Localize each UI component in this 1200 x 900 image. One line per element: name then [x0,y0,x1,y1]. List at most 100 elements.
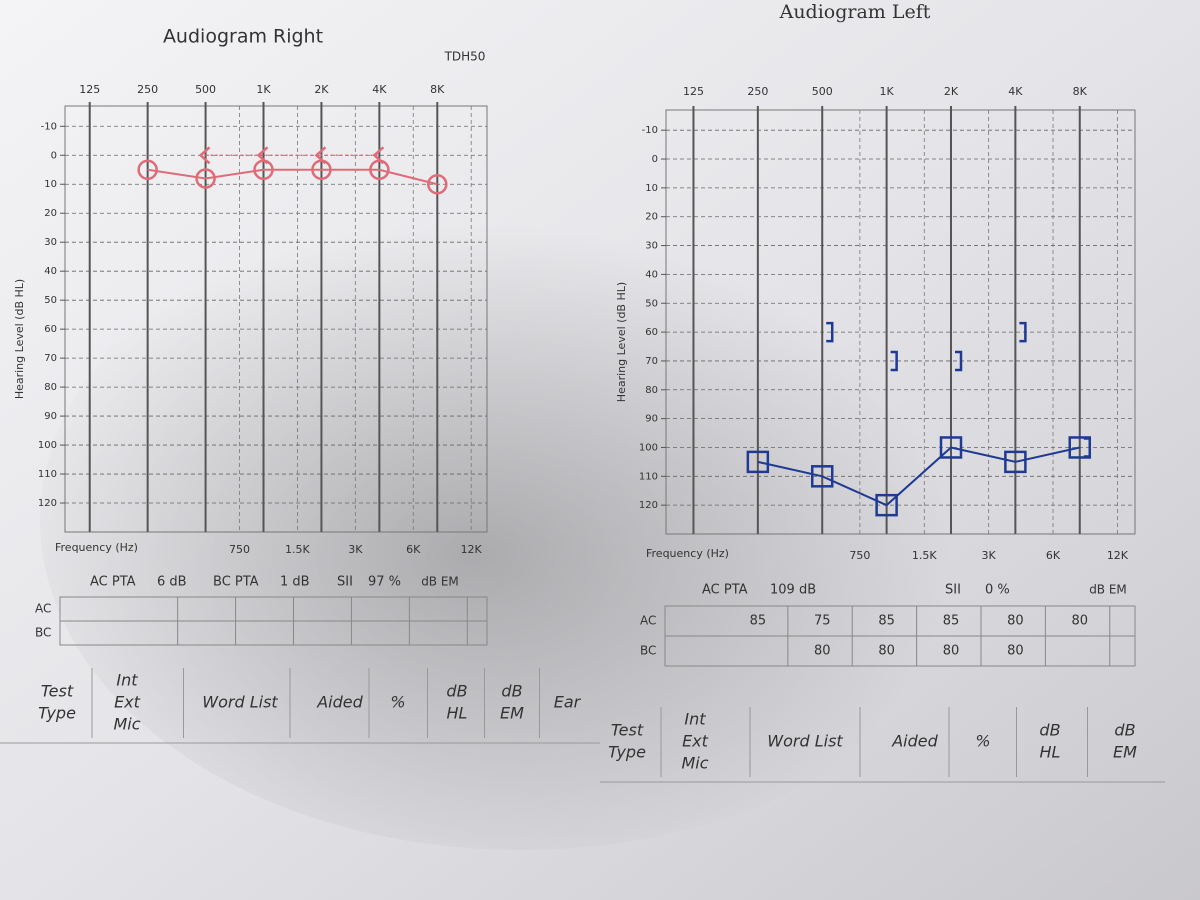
masking-value: 85 [878,614,895,629]
table-header: dB [446,682,467,701]
x-tick-label: 2K [944,85,959,98]
masking-value: 85 [943,614,960,629]
masking-value: 80 [878,644,895,659]
x-minor-tick-label: 12K [1107,549,1129,562]
shadow [40,190,1000,850]
x-tick-label: 1K [880,85,895,98]
ac-marker [746,450,770,474]
stat-value: 97 % [368,575,401,590]
x-minor-tick-label: 750 [229,543,250,556]
masking-row-label: BC [35,626,51,640]
y-tick-label: 110 [38,469,57,480]
y-tick-label: 40 [44,266,57,277]
masking-value: 80 [1007,644,1024,659]
x-minor-tick-label: 750 [849,549,870,562]
ac-marker [427,173,448,195]
x-minor-tick-label: 6K [406,543,421,556]
y-tick-label: 0 [652,154,658,165]
table-header: dB [501,682,522,701]
chart-title: Audiogram Right [163,26,323,48]
stat-value: 0 % [985,583,1010,598]
bc-marker [890,350,898,372]
table-header: dB [1039,721,1060,740]
x-axis-label: Frequency (Hz) [646,547,729,560]
x-tick-label: 250 [137,83,158,96]
x-minor-tick-label: 3K [982,549,997,562]
table-header: Type [608,743,646,762]
x-minor-tick-label: 1.5K [285,543,310,556]
table-header: EM [1113,743,1137,762]
y-tick-label: 60 [645,327,658,338]
audiogram: Audiogram Right TDH50 Hearing Level (dB HL… [13,26,488,646]
x-tick-label: 125 [79,83,100,96]
x-tick-label: 1K [256,83,271,96]
x-tick-label: 500 [812,85,833,98]
x-tick-label: 125 [683,85,704,98]
table-header: HL [447,704,468,723]
y-tick-label: 120 [38,498,57,509]
em-label: dB EM [1089,583,1127,597]
y-tick-label: 20 [645,212,658,223]
y-axis-label: Hearing Level (dB HL) [615,282,628,402]
x-tick-label: 4K [1008,85,1023,98]
chart-title: Audiogram Left [779,1,931,23]
x-tick-label: 250 [747,85,768,98]
x-tick-label: 8K [1073,85,1088,98]
y-tick-label: 80 [645,385,658,396]
x-minor-tick-label: 1.5K [912,549,937,562]
y-tick-label: -10 [41,121,57,132]
bc-marker [1083,437,1092,458]
x-tick-label: 4K [372,83,387,96]
plot-area [665,109,1136,535]
y-tick-label: 60 [44,324,57,335]
y-tick-label: 90 [645,414,658,425]
y-tick-label: -10 [642,125,658,136]
bc-marker [826,321,834,343]
y-tick-label: 90 [44,411,57,422]
y-tick-label: 0 [51,150,57,161]
stat-label: AC PTA [702,583,748,598]
y-tick-label: 30 [44,237,57,248]
table-header: Aided [316,693,363,712]
masking-value: 80 [943,644,960,659]
y-tick-label: 10 [645,183,658,194]
table-header: Ext [114,693,141,712]
y-tick-label: 110 [639,471,658,482]
table-header: Int [116,671,138,690]
table-header: Word List [202,693,278,712]
table-header: Mic [113,715,140,734]
masking-value: 85 [750,614,767,629]
y-axis-label: Hearing Level (dB HL) [13,279,26,399]
y-tick-label: 100 [639,442,658,453]
stat-label: SII [337,575,353,590]
table-header: % [390,693,405,712]
table-header: Type [38,704,76,723]
stat-value: 6 dB [157,575,187,590]
x-tick-label: 2K [314,83,329,96]
masking-row-label: BC [640,644,656,658]
bc-marker [314,146,327,165]
y-tick-label: 120 [639,500,658,511]
table-header: % [975,732,990,751]
ac-marker [137,159,158,181]
y-tick-label: 10 [44,179,57,190]
ac-marker [875,493,898,517]
ac-marker [195,168,216,189]
ac-marker [810,465,834,488]
bc-marker [954,350,963,372]
bc-marker [1019,321,1027,343]
y-tick-label: 70 [44,353,57,364]
table-header: Test [41,682,74,701]
y-tick-label: 50 [645,298,658,309]
table-header: Ear [554,693,582,712]
x-minor-tick-label: 12K [461,543,483,556]
masking-row-label: AC [35,602,51,616]
y-tick-label: 40 [645,269,658,280]
x-minor-tick-label: 3K [348,543,363,556]
table-header: Word List [767,732,843,751]
transducer-label: TDH50 [444,50,486,64]
y-tick-label: 100 [38,440,57,451]
stat-label: AC PTA [90,575,136,590]
x-tick-label: 8K [430,83,445,96]
